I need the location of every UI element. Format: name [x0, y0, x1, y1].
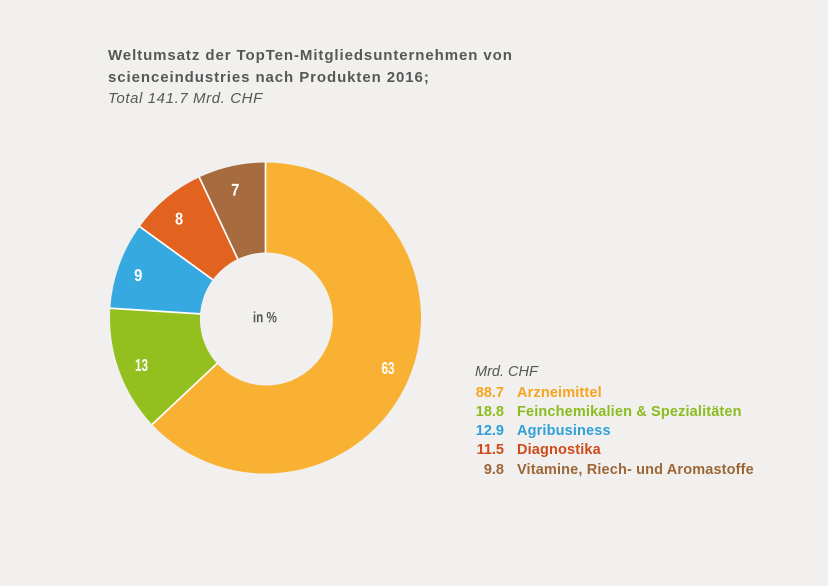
svg-text:in %: in %	[253, 309, 277, 326]
svg-text:63: 63	[381, 359, 394, 378]
svg-text:7: 7	[231, 181, 239, 200]
svg-text:9: 9	[134, 266, 142, 285]
svg-text:8: 8	[175, 209, 183, 228]
svg-text:13: 13	[135, 356, 148, 375]
